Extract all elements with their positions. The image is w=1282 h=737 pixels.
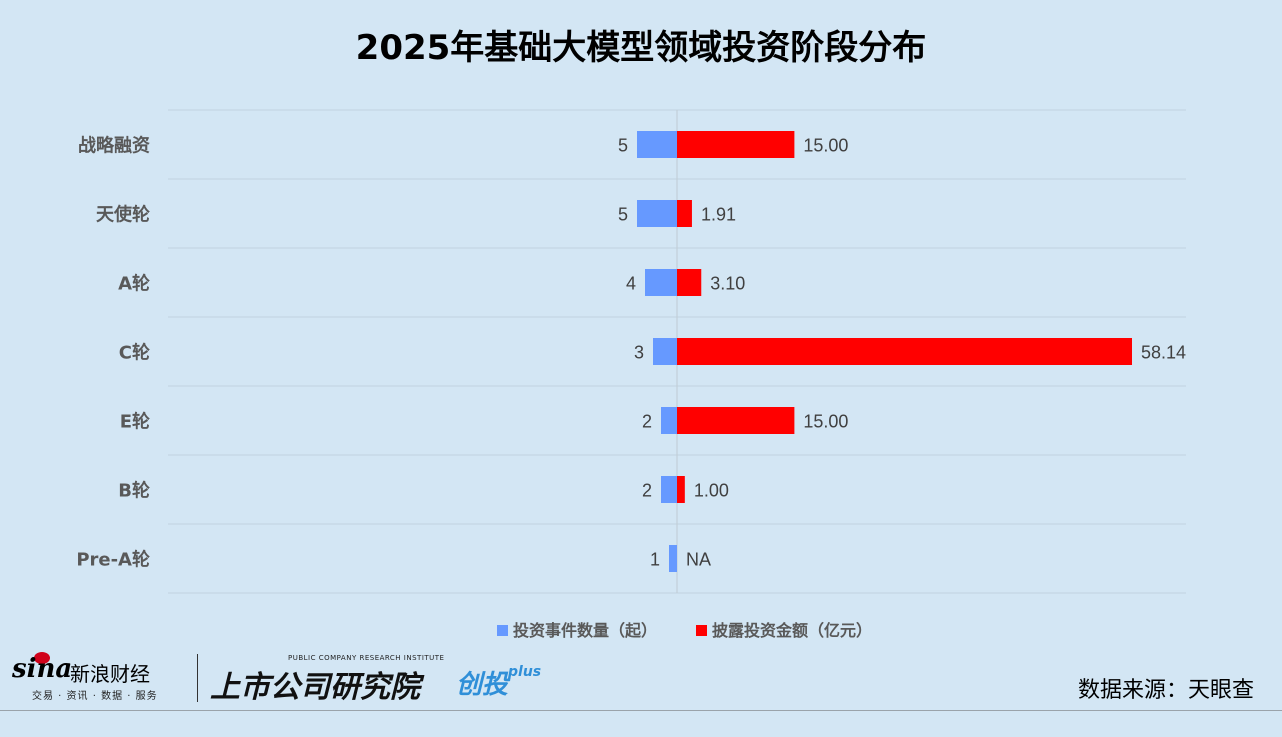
research-institute-name: 上市公司研究院 [210, 670, 420, 705]
category-label: C轮 [119, 342, 150, 364]
count-bar [661, 407, 677, 434]
logo-divider [197, 654, 198, 702]
count-bar [637, 131, 677, 158]
count-bar [661, 476, 677, 503]
legend-swatch [696, 625, 707, 636]
count-value-label: 5 [618, 136, 628, 156]
count-value-label: 4 [626, 274, 636, 294]
sina-eye-icon [34, 652, 50, 664]
chart-title: 2025年基础大模型领域投资阶段分布 [355, 28, 927, 68]
category-label: A轮 [118, 273, 150, 295]
category-label: E轮 [120, 411, 150, 433]
value-labels: 5 15.00 5 1.91 4 3.10 3 58.14 2 15.00 2 1.00 1 NA [618, 136, 1186, 570]
amount-bar [677, 200, 692, 227]
gridlines [168, 109, 1186, 594]
count-value-label: 3 [634, 343, 644, 363]
category-label: Pre-A轮 [76, 549, 150, 571]
vc-plus-text: 创投 [456, 670, 509, 700]
amount-bar [677, 407, 795, 434]
sina-tagline: 交易 · 资讯 · 数据 · 服务 [32, 691, 158, 702]
amount-bar [677, 476, 685, 503]
category-label: 天使轮 [96, 204, 150, 226]
count-value-label: 1 [650, 550, 660, 570]
vc-plus-sup: plus [508, 664, 542, 680]
legend-swatch [497, 625, 508, 636]
data-source: 数据来源：天眼查 [1077, 678, 1254, 703]
count-bar [669, 545, 677, 572]
count-value-label: 5 [618, 205, 628, 225]
sina-wordmark: sina [12, 654, 73, 684]
amount-value-label: 1.91 [701, 205, 736, 225]
amount-value-label: 1.00 [694, 481, 729, 501]
amount-value-label: 3.10 [710, 274, 745, 294]
count-bar [653, 338, 677, 365]
legend-label: 披露投资金额（亿元） [712, 621, 872, 640]
count-value-label: 2 [642, 481, 652, 501]
category-label: B轮 [118, 480, 150, 502]
research-institute-english: PUBLIC COMPANY RESEARCH INSTITUTE [288, 654, 445, 662]
amount-bar [677, 269, 702, 296]
category-label: 战略融资 [78, 135, 150, 157]
amount-value-label: 15.00 [803, 136, 848, 156]
amount-value-label: 15.00 [803, 412, 848, 432]
bars [637, 131, 1132, 572]
amount-value-label: NA [686, 550, 711, 570]
vc-plus-brand: 创投plus [456, 664, 541, 701]
amount-bar [677, 338, 1132, 365]
footer-divider [0, 710, 1282, 711]
legend: 投资事件数量（起） 披露投资金额（亿元） [497, 621, 872, 640]
sina-finance-logo: sina 新浪财经 交易 · 资讯 · 数据 · 服务 [12, 652, 192, 702]
count-bar [645, 269, 677, 296]
count-value-label: 2 [642, 412, 652, 432]
amount-bar [677, 131, 795, 158]
sina-finance-name: 新浪财经 [70, 662, 150, 686]
legend-label: 投资事件数量（起） [513, 621, 657, 640]
research-institute-logo: PUBLIC COMPANY RESEARCH INSTITUTE 上市公司研究… [210, 652, 570, 705]
count-bar [637, 200, 677, 227]
amount-value-label: 58.14 [1141, 343, 1186, 363]
